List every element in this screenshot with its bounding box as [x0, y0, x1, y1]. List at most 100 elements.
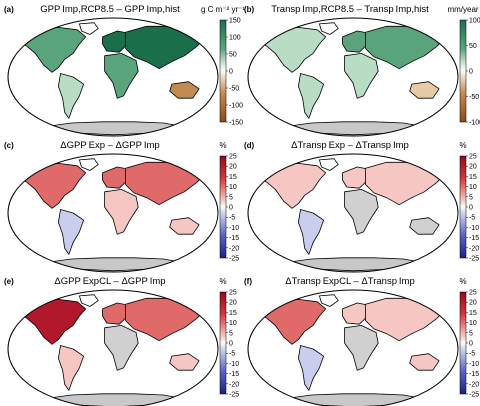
land-grl [318, 22, 339, 35]
colorbar-tick-label: -5 [229, 215, 235, 222]
colorbar-tick-label: 20 [229, 300, 237, 307]
land-eur [342, 302, 371, 325]
land-eur [102, 166, 131, 189]
land-nam [258, 298, 327, 345]
colorbar-tick-label: -25 [469, 256, 479, 263]
land-ant [285, 121, 425, 136]
land-sam [297, 345, 325, 391]
panel-e: (e) ΔGPP ExpCL – ΔGPP Imp %25 20 15 10 5 0 -5 -10… [4, 276, 239, 406]
land-afr [344, 53, 379, 99]
colorbar-tick-label: 0 [229, 69, 233, 76]
panel-b-units: mm/year [447, 5, 478, 14]
panel-b: (b) Transp Imp,RCP8.5 – Transp Imp,hist mm… [244, 4, 480, 137]
land-sam [297, 209, 325, 255]
colorbar-tick-label: 25 [469, 290, 477, 297]
colorbar-tick-label: -20 [229, 245, 239, 252]
colorbar-tick-label: 100 [229, 35, 241, 42]
colorbar-tick-label: 0 [469, 341, 473, 348]
panel-d-title: ΔTransp Exp – ΔTransp Imp [291, 140, 409, 151]
colorbar-tick-label: -10 [469, 361, 479, 368]
land-eur [342, 30, 371, 53]
land-sam [297, 73, 325, 119]
colorbar-tick-label: -100 [229, 103, 243, 110]
panel-a-units: g C m⁻² yr⁻¹ [201, 5, 245, 14]
panel-f-map [248, 290, 458, 406]
panel-d-map [248, 154, 458, 272]
land-ant [285, 257, 425, 272]
colorbar-tick-label: -20 [229, 381, 239, 388]
panel-c-title: ΔGPP Exp – ΔGPP Imp [60, 140, 159, 151]
panel-c-label: (c) [4, 141, 14, 150]
panel-e-label: (e) [4, 277, 14, 286]
colorbar-tick-label: 20 [469, 300, 477, 307]
land-nam [18, 298, 87, 345]
colorbar-tick-label: 10 [469, 184, 477, 191]
land-aus [409, 81, 440, 99]
panel-c: (c) ΔGPP Exp – ΔGPP Imp %25 20 15 10 5 0 -5 -10 -1… [4, 140, 239, 273]
panel-c-map [8, 154, 218, 272]
land-grl [318, 294, 339, 307]
panel-d-colorbar [459, 155, 467, 259]
land-aus [169, 81, 200, 99]
colorbar-tick-label: -150 [229, 120, 243, 127]
land-afr [104, 324, 139, 371]
colorbar-tick-label: 5 [229, 194, 233, 201]
colorbar-tick-label: 20 [469, 164, 477, 171]
panel-f-title: ΔTransp ExpCL – ΔTransp Imp [285, 276, 414, 287]
colorbar-tick-label: 5 [469, 194, 473, 201]
colorbar-tick-label: 10 [229, 184, 237, 191]
colorbar-tick-label: 0 [229, 341, 233, 348]
colorbar-tick-label: -50 [469, 94, 479, 101]
land-sam [58, 345, 84, 391]
panel-d: (d) ΔTransp Exp – ΔTransp Imp %25 20 15 10 5 0 -… [244, 140, 479, 273]
panel-b-title: Transp Imp,RCP8.5 – Transp Imp,hist [271, 4, 429, 15]
panel-c-map-frame [7, 153, 219, 273]
land-aus [409, 353, 440, 371]
panel-f-map-frame [247, 289, 459, 406]
panel-d-units: % [459, 141, 466, 150]
colorbar-tick-label: -20 [469, 245, 479, 252]
land-eur [102, 302, 131, 325]
colorbar-tick-label: -15 [229, 371, 239, 378]
colorbar-tick-label: 15 [229, 310, 237, 317]
colorbar-tick-label: -25 [469, 392, 479, 399]
panel-a-label: (a) [4, 5, 14, 14]
colorbar-tick-label: 25 [469, 154, 477, 161]
land-aus [169, 353, 200, 371]
colorbar-tick-label: -20 [469, 381, 479, 388]
land-afr [344, 324, 379, 371]
land-sam [58, 73, 84, 119]
panel-f-units: % [459, 277, 466, 286]
colorbar-tick-label: 10 [229, 320, 237, 327]
colorbar-tick-label: -15 [469, 235, 479, 242]
land-nam [258, 162, 327, 209]
colorbar-tick-label: -15 [229, 235, 239, 242]
panel-a: (a) GPP Imp,RCP8.5 – GPP Imp,hist g C m⁻² … [4, 4, 245, 137]
colorbar-tick-label: -5 [469, 351, 475, 358]
land-nam [258, 26, 327, 73]
colorbar-tick-label: -25 [229, 392, 239, 399]
land-aus [409, 217, 440, 235]
land-afr [104, 188, 139, 235]
colorbar-tick-label: -10 [229, 361, 239, 368]
panel-a-map [8, 18, 218, 136]
colorbar-tick-label: 100 [469, 18, 480, 25]
land-grl [79, 294, 99, 307]
colorbar-tick-label: -25 [229, 256, 239, 263]
colorbar-tick-label: 20 [229, 164, 237, 171]
land-ant [45, 121, 185, 136]
land-nam [18, 26, 87, 73]
panel-f-label: (f) [244, 277, 252, 286]
colorbar-tick-label: 15 [469, 310, 477, 317]
land-aus [169, 217, 200, 235]
land-afr [104, 53, 139, 99]
panel-e-units: % [219, 277, 226, 286]
colorbar-tick-label: 0 [469, 69, 473, 76]
panel-b-label: (b) [244, 5, 255, 14]
land-eur [342, 166, 371, 189]
land-ant [45, 257, 185, 272]
land-ant [45, 393, 185, 406]
colorbar-tick-label: 5 [229, 330, 233, 337]
panel-e-title: ΔGPP ExpCL – ΔGPP Imp [54, 276, 165, 287]
colorbar-tick-label: 50 [229, 52, 237, 59]
